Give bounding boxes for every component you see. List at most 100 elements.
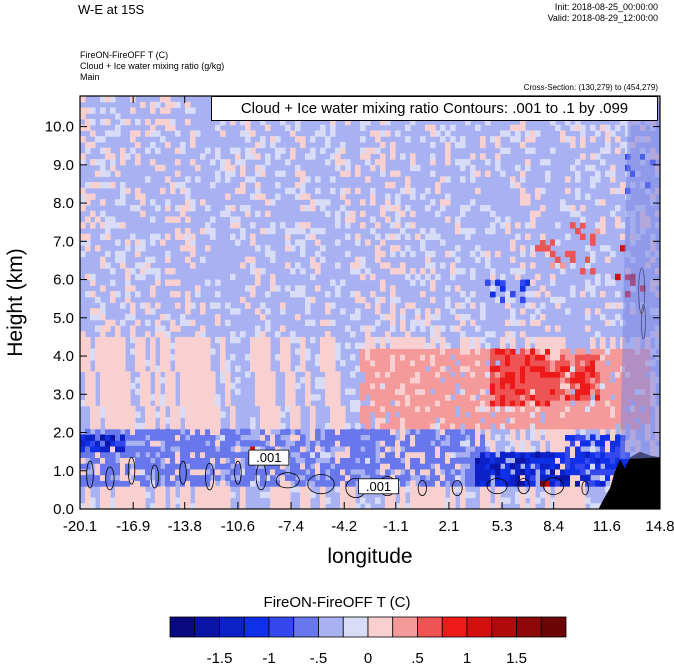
heat-cell	[510, 348, 516, 355]
heat-cell	[550, 400, 556, 407]
heat-cell	[465, 474, 471, 481]
heat-cell	[555, 497, 561, 504]
heat-cell	[505, 497, 511, 504]
heat-cell	[185, 394, 191, 401]
heat-cell	[570, 371, 576, 378]
heat-cell	[110, 428, 116, 436]
heat-cell	[555, 239, 561, 246]
heat-cell	[440, 382, 446, 390]
heat-cell	[210, 503, 216, 509]
heat-cell	[110, 382, 116, 390]
heat-cell	[340, 359, 346, 367]
heat-cell	[495, 411, 501, 418]
heat-cell	[550, 359, 556, 367]
heat-cell	[185, 377, 191, 384]
heat-cell	[370, 457, 376, 464]
heat-cell	[500, 147, 506, 154]
heat-cell	[120, 199, 126, 206]
colorbar-tick-label: 1	[462, 650, 472, 667]
heat-cell	[130, 204, 136, 212]
heat-cell	[500, 130, 506, 137]
heat-cell	[85, 371, 91, 378]
heat-cell	[135, 445, 141, 453]
heat-cell	[205, 411, 211, 418]
heat-cell	[505, 480, 511, 487]
heat-cell	[185, 107, 191, 114]
heat-cell	[565, 417, 571, 424]
heat-cell	[95, 457, 101, 464]
heat-cell	[90, 371, 96, 378]
heat-cell	[600, 457, 606, 464]
heat-cell	[455, 159, 461, 166]
heat-cell	[305, 486, 311, 493]
heat-cell	[400, 210, 406, 218]
heat-cell	[515, 268, 521, 275]
heat-cell	[160, 187, 166, 195]
heat-cell	[190, 354, 196, 361]
heat-cell	[325, 394, 331, 401]
heat-cell	[335, 371, 341, 378]
heat-cell	[525, 159, 531, 166]
heat-cell	[330, 434, 336, 441]
heat-cell	[535, 348, 541, 355]
heat-cell	[250, 130, 256, 137]
heat-cell	[260, 313, 266, 321]
heat-cell	[140, 342, 146, 349]
heat-cell	[350, 268, 356, 275]
heat-cell	[110, 164, 116, 172]
heat-cell	[450, 428, 456, 436]
heat-cell	[185, 371, 191, 378]
heat-cell	[235, 308, 241, 315]
heat-cell	[345, 159, 351, 166]
heat-cell	[320, 451, 326, 458]
heat-cell	[560, 434, 566, 441]
heat-cell	[310, 434, 316, 441]
heat-cell	[195, 405, 201, 413]
heat-cell	[325, 388, 331, 395]
heat-cell	[395, 336, 401, 344]
heat-cell	[375, 377, 381, 384]
heat-cell	[385, 451, 391, 458]
heat-cell	[440, 445, 446, 453]
heat-cell	[460, 354, 466, 361]
heat-cell	[585, 405, 591, 413]
x-tick-label: -10.6	[221, 518, 255, 535]
heat-cell	[490, 291, 496, 298]
heat-cell	[90, 210, 96, 218]
heat-cell	[350, 210, 356, 218]
heat-cell	[340, 422, 346, 430]
heat-cell	[550, 480, 556, 487]
heat-cell	[430, 365, 436, 372]
heat-cell	[385, 377, 391, 384]
heat-cell	[370, 164, 376, 172]
heat-cell	[225, 486, 231, 493]
heat-cell	[130, 382, 136, 390]
heat-cell	[100, 342, 106, 349]
heat-cell	[240, 468, 246, 476]
heat-cell	[435, 491, 441, 499]
heat-cell	[85, 377, 91, 384]
heat-cell	[250, 193, 256, 200]
heat-cell	[180, 204, 186, 212]
heat-cell	[610, 422, 616, 430]
heat-cell	[385, 371, 391, 378]
heat-cell	[265, 365, 271, 372]
heat-cell	[185, 480, 191, 487]
heat-cell	[530, 377, 536, 384]
heat-cell	[200, 331, 206, 338]
heat-cell	[460, 491, 466, 499]
heat-cell	[445, 302, 451, 309]
heat-cell	[470, 227, 476, 235]
heat-cell	[605, 445, 611, 453]
heat-cell	[105, 365, 111, 372]
heat-cell	[145, 422, 151, 430]
heat-cell	[260, 268, 266, 275]
heat-cell	[320, 382, 326, 390]
heat-cell	[435, 336, 441, 344]
heat-cell	[365, 388, 371, 395]
heat-cell	[365, 422, 371, 430]
heat-cell	[465, 359, 471, 367]
heat-cell	[410, 164, 416, 172]
heat-cell	[230, 170, 236, 177]
heat-cell	[230, 273, 236, 281]
